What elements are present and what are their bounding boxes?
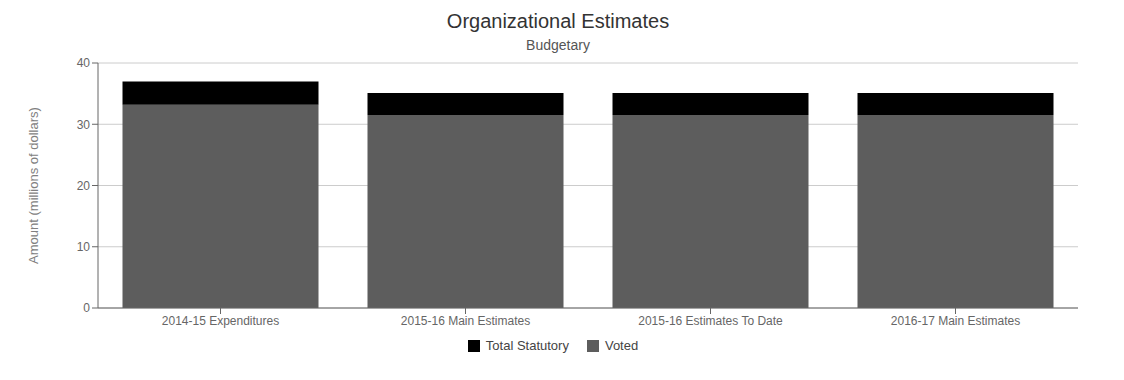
html-text:Voted: Voted [604,338,639,353]
html-text:Budgetary: Budgetary [526,37,590,53]
svg-text:2015-16 Estimates To Date: 2015-16 Estimates To Date [638,314,783,328]
svg-text:30: 30 [77,118,91,132]
html-text:Organizational Estimates: Organizational Estimates [446,10,670,32]
svg-text:10: 10 [77,240,91,254]
svg-text:0: 0 [83,301,90,315]
svg-text:40: 40 [77,56,91,70]
svg-text:20: 20 [77,179,91,193]
svg-text:2015-16 Main Estimates: 2015-16 Main Estimates [401,314,530,328]
html-text:Total Statutory: Total Statutory [485,338,569,353]
svg-text:2014-15 Expenditures: 2014-15 Expenditures [162,314,279,328]
svg-text:2016-17 Main Estimates: 2016-17 Main Estimates [891,314,1020,328]
svg-text:Amount (millions of dollars): Amount (millions of dollars) [26,107,41,264]
